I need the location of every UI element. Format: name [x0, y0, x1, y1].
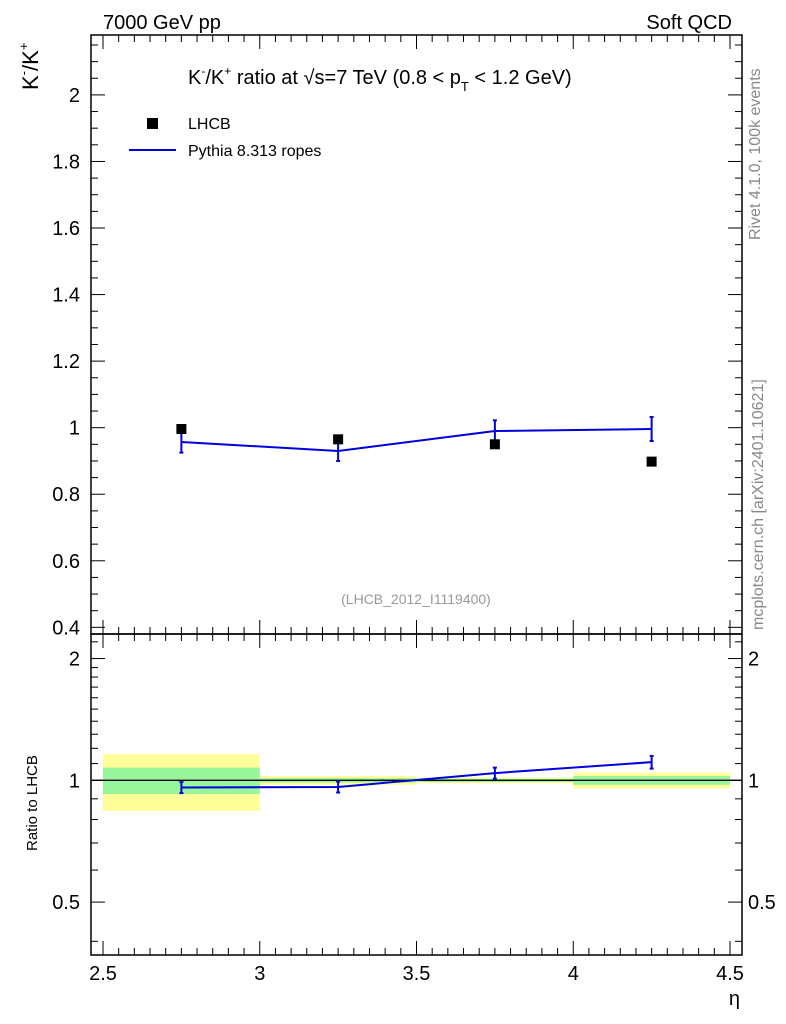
header-right: Soft QCD: [646, 12, 732, 34]
x-tick-label: 4: [568, 963, 579, 985]
x-axis-label: η: [729, 988, 740, 1010]
legend: LHCB Pythia 8.313 ropes: [129, 116, 321, 160]
header-left: 7000 GeV pp: [103, 12, 221, 34]
y-tick-label: 2: [69, 85, 80, 107]
x-tick-label: 2.5: [89, 963, 117, 985]
y-tick-label: 1.2: [52, 351, 80, 373]
data-point: [176, 424, 187, 435]
legend-pythia-label: Pythia 8.313 ropes: [188, 143, 321, 160]
ratio-y-tick-label: 2: [69, 649, 80, 671]
y-tick-label: 0.4: [52, 617, 80, 639]
data-point: [489, 439, 500, 450]
y-tick-label: 0.8: [52, 484, 80, 506]
svg-text:K-/K+: K-/K+: [16, 43, 43, 90]
y-tick-label: 1.4: [52, 285, 80, 307]
ratio-y-tick-label-right: 2: [748, 649, 759, 671]
data-point: [333, 434, 344, 445]
x-tick-label: 3: [254, 963, 265, 985]
legend-lhcb-marker: [147, 118, 158, 129]
rivet-label: Rivet 4.1.0, 100k events: [747, 68, 764, 240]
mcplots-label: mcplots.cern.ch [arXiv:2401.10621]: [750, 379, 767, 630]
ratio-y-tick-label-right: 0.5: [748, 892, 776, 914]
ratio-y-tick-label: 1: [69, 770, 80, 792]
plot-title: K-/K+ ratio at √s=7 TeV (0.8 < pT < 1.2 …: [188, 64, 572, 94]
ratio-y-tick-label-right: 1: [748, 770, 759, 792]
analysis-id: (LHCB_2012_I1119400): [341, 591, 491, 607]
y-tick-label: 1: [69, 418, 80, 440]
y-tick-label: 0.6: [52, 551, 80, 573]
x-tick-label: 4.5: [716, 963, 744, 985]
x-tick-label: 3.5: [403, 963, 431, 985]
plot-layer: [91, 416, 742, 795]
y-tick-label: 1.6: [52, 218, 80, 240]
ratio-y-tick-label: 0.5: [52, 892, 80, 914]
data-point: [646, 456, 657, 467]
axes-layer: 2.5 3 3.5 4 4.5 0.4 0.6 0.8 1 1.2 1.4 1.6 1.8 2 0.5 0.5…: [52, 34, 776, 985]
y-tick-label: 1.8: [52, 151, 80, 173]
svg-text:K-/K+ ratio at √s=7 TeV (0.8 <: K-/K+ ratio at √s=7 TeV (0.8 < pT < 1.2 …: [188, 64, 572, 94]
mc-series-line: [181, 428, 652, 452]
y-axis-label: K-/K+: [16, 43, 43, 90]
legend-lhcb-label: LHCB: [188, 116, 231, 133]
ratio-y-label: Ratio to LHCB: [24, 755, 41, 851]
mc-ratio-line: [181, 761, 652, 789]
